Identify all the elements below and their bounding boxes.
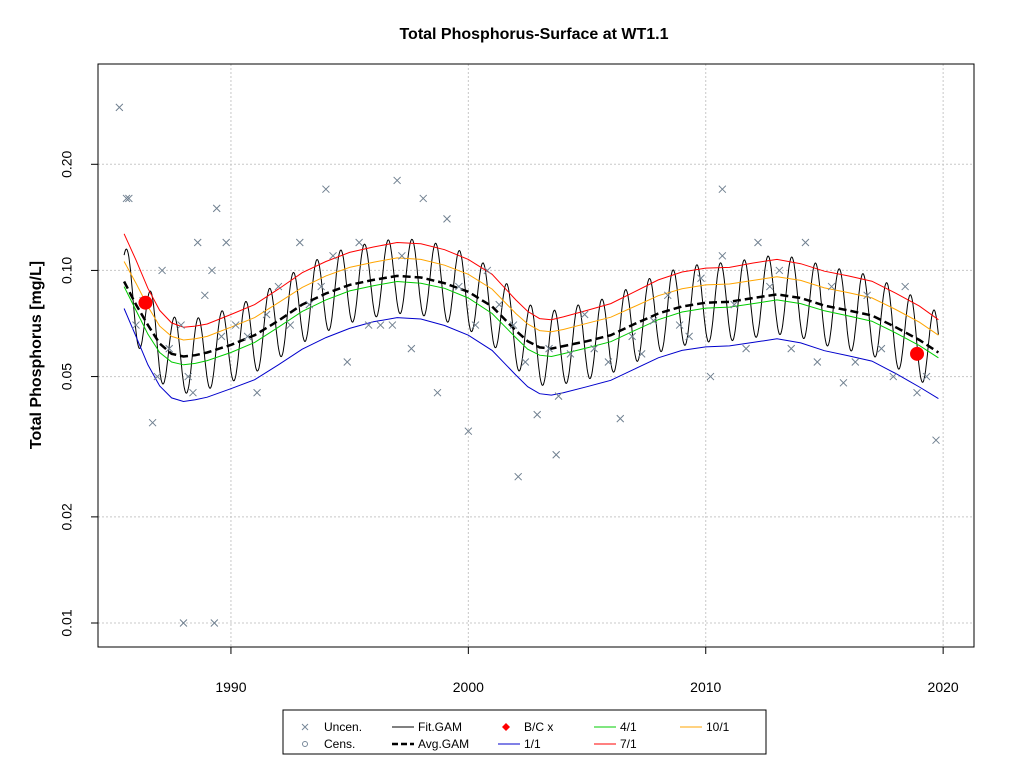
uncensored-point (902, 283, 909, 290)
uncensored-point (923, 373, 930, 380)
uncensored-point (344, 358, 351, 365)
uncensored-point (743, 345, 750, 352)
legend-label: Fit.GAM (418, 720, 462, 734)
uncensored-point (878, 345, 885, 352)
uncensored-point (180, 620, 187, 627)
uncensored-point (840, 379, 847, 386)
legend-label: 4/1 (620, 720, 637, 734)
y-tick-label: 0.05 (59, 363, 75, 390)
uncensored-point (766, 283, 773, 290)
uncensored-point (356, 239, 363, 246)
y-tick-label: 0.01 (59, 609, 75, 636)
uncensored-point (223, 239, 230, 246)
uncensored-point (676, 322, 683, 329)
uncensored-point (201, 292, 208, 299)
series-fit-gam (124, 239, 938, 393)
uncensored-point (232, 322, 239, 329)
series-4-1 (124, 282, 938, 365)
uncensored-point (707, 373, 714, 380)
legend-label: 7/1 (620, 737, 637, 751)
uncensored-point (515, 473, 522, 480)
uncensored-point (814, 358, 821, 365)
x-tick-label: 2000 (453, 679, 484, 695)
uncensored-point (218, 333, 225, 340)
uncensored-point (394, 177, 401, 184)
uncensored-point (522, 358, 529, 365)
uncensored-point (686, 333, 693, 340)
axes-layer: 1990 2000 2010 2020 0.01 0.02 0.05 0.10 0.20 (59, 150, 959, 695)
uncensored-point (254, 389, 261, 396)
x-tick-label: 1990 (215, 679, 246, 695)
bc-point (138, 296, 152, 310)
series-7-1 (124, 234, 938, 327)
uncensored-point (149, 419, 156, 426)
chart-title: Total Phosphorus-Surface at WT1.1 (399, 26, 668, 43)
legend: Uncen. Cens. Fit.GAM Avg.GAM B/C x 1/1 4/1 7/1 1… (283, 710, 766, 754)
uncensored-point (194, 239, 201, 246)
uncensored-point (914, 389, 921, 396)
uncensored-point (617, 415, 624, 422)
uncensored-point (802, 239, 809, 246)
legend-label: Cens. (324, 737, 355, 751)
uncensored-point (389, 322, 396, 329)
uncensored-point (553, 451, 560, 458)
y-tick-label: 0.10 (59, 257, 75, 284)
uncensored-point (719, 186, 726, 193)
uncensored-point (567, 350, 574, 357)
uncensored-point (287, 322, 294, 329)
uncensored-point (408, 345, 415, 352)
series-avg-gam (124, 276, 938, 357)
uncensored-point (213, 205, 220, 212)
uncensored-point (581, 311, 588, 318)
uncensored-point (534, 411, 541, 418)
uncensored-point (322, 186, 329, 193)
uncensored-point (852, 358, 859, 365)
uncensored-point (933, 437, 940, 444)
legend-label: B/C x (524, 720, 553, 734)
uncensored-point (189, 389, 196, 396)
legend-label: Uncen. (324, 720, 362, 734)
bc-point (910, 347, 924, 361)
y-tick-label: 0.02 (59, 503, 75, 530)
uncensored-point (365, 322, 372, 329)
uncensored-point (788, 345, 795, 352)
uncensored-point (318, 283, 325, 290)
uncensored-point (472, 322, 479, 329)
uncensored-point (776, 267, 783, 274)
y-tick-label: 0.20 (59, 150, 75, 177)
uncensored-point (697, 275, 704, 282)
uncensored-point (434, 389, 441, 396)
uncensored-point (116, 104, 123, 111)
x-tick-label: 2010 (690, 679, 721, 695)
legend-label: 10/1 (706, 720, 730, 734)
uncensored-point (296, 239, 303, 246)
legend-label: Avg.GAM (418, 737, 469, 751)
x-tick-label: 2020 (928, 679, 959, 695)
points-layer (116, 104, 940, 627)
uncensored-point (306, 301, 313, 308)
uncensored-point (719, 252, 726, 259)
y-axis-label: Total Phosphorus [mg/L] (28, 261, 45, 449)
uncensored-point (377, 322, 384, 329)
uncensored-point (754, 239, 761, 246)
uncensored-point (496, 301, 503, 308)
uncensored-point (443, 215, 450, 222)
uncensored-point (420, 195, 427, 202)
uncensored-point (263, 311, 270, 318)
series-1-1 (124, 309, 938, 402)
legend-label: 1/1 (524, 737, 541, 751)
